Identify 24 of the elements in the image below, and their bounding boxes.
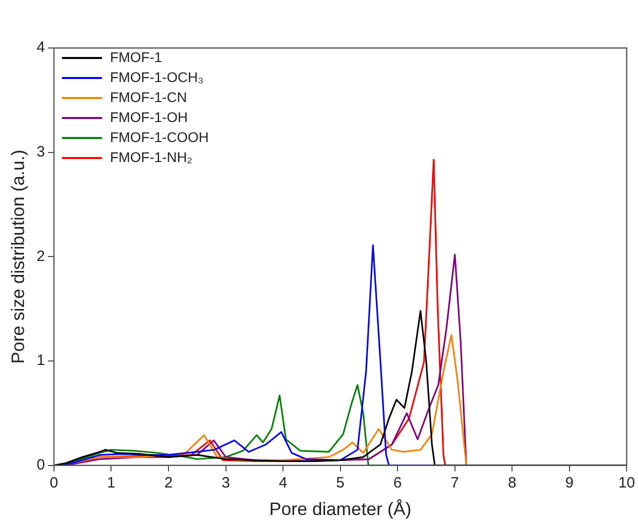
legend-label: FMOF-1-CN (110, 88, 187, 105)
x-tick-label: 3 (222, 474, 230, 492)
y-tick-label: 3 (36, 143, 45, 160)
x-tick-label: 0 (50, 474, 58, 492)
y-tick-label: 4 (36, 39, 45, 56)
x-tick-label: 9 (565, 474, 574, 492)
legend-label: FMOF-1-OCH₃ (110, 68, 204, 85)
x-tick-label: 5 (336, 474, 344, 492)
x-axis-title: Pore diameter (Å) (269, 499, 412, 520)
legend-label: FMOF-1-COOH (110, 128, 209, 145)
y-tick-label: 2 (36, 248, 45, 265)
y-tick-label: 0 (36, 456, 45, 474)
legend-label: FMOF-1-NH₂ (110, 148, 192, 165)
x-tick-label: 2 (164, 474, 173, 492)
x-tick-label: 10 (618, 474, 635, 492)
x-tick-label: 6 (393, 474, 402, 492)
legend-label: FMOF-1-OH (110, 108, 188, 125)
legend-label: FMOF-1 (110, 48, 162, 65)
x-tick-label: 7 (450, 474, 460, 492)
x-tick-label: 4 (278, 474, 288, 492)
x-tick-label: 1 (107, 474, 116, 492)
y-tick-label: 1 (36, 352, 45, 370)
y-axis-title: Pore size distribution (a.u.) (8, 150, 28, 364)
x-tick-label: 8 (508, 474, 516, 492)
